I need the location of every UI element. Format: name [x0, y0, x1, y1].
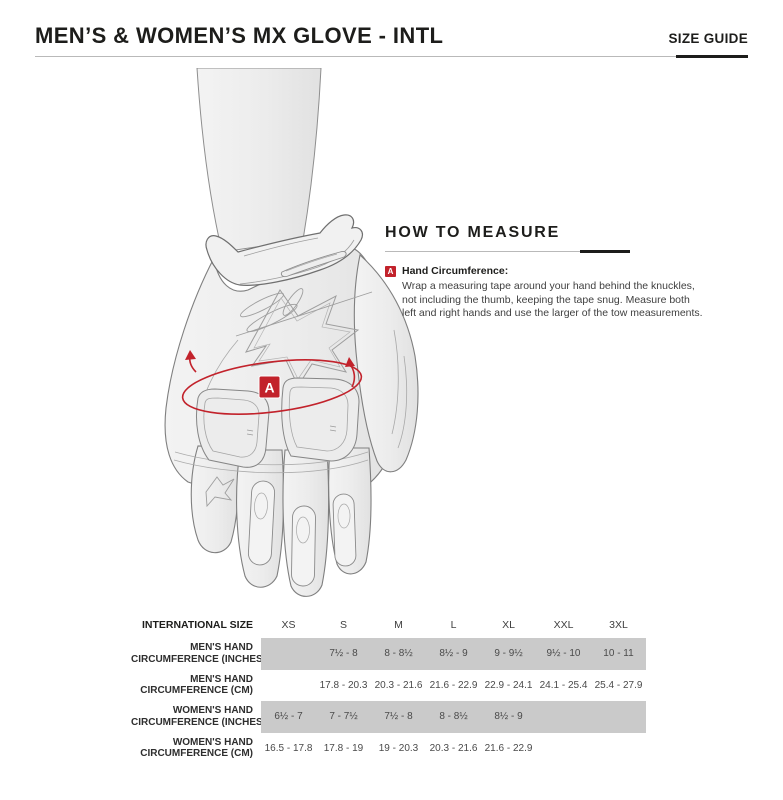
table-cell — [536, 701, 591, 733]
table-cell: 9½ - 10 — [546, 648, 581, 660]
table-cell — [261, 638, 316, 670]
table-cell: 25.4 - 27.9 — [594, 679, 643, 691]
table-cell: 24.1 - 25.4 — [539, 679, 588, 691]
row-values: 17.8 - 20.3 20.3 - 21.6 21.6 - 22.9 22.9… — [261, 670, 646, 702]
table-row-womens-inches: WOMEN'S HAND CIRCUMFERENCE (INCHES) 6½ -… — [131, 701, 647, 733]
size-col-m: M — [394, 619, 403, 631]
table-cell: 8 - 8½ — [384, 648, 413, 660]
how-to-measure-divider — [385, 250, 630, 253]
measure-marker-a: A — [385, 266, 396, 277]
size-guide-tab[interactable]: SIZE GUIDE — [668, 31, 748, 46]
table-row-mens-inches: MEN'S HAND CIRCUMFERENCE (INCHES) 7½ - 8… — [131, 638, 647, 670]
size-col-xxl: XXL — [553, 619, 574, 631]
knuckle-panels — [196, 377, 360, 468]
measure-text: Hand Circumference: Wrap a measuring tap… — [402, 265, 703, 321]
measure-item-title: Hand Circumference: — [402, 265, 509, 277]
table-cell: 17.8 - 19 — [323, 742, 364, 754]
table-cell: 8½ - 9 — [494, 711, 523, 723]
row-values: 7½ - 8 8 - 8½ 8½ - 9 9 - 9½ 9½ - 10 10 -… — [261, 638, 646, 670]
table-cell: 21.6 - 22.9 — [484, 742, 533, 754]
table-cell: 7½ - 8 — [329, 648, 358, 660]
table-cell: 6½ - 7 — [274, 711, 303, 723]
glove-svg: A — [164, 67, 419, 597]
size-col-xl: XL — [502, 619, 515, 631]
how-to-divider-accent — [580, 250, 630, 253]
page-title: MEN’S & WOMEN’S MX GLOVE - INTL — [35, 23, 444, 48]
table-row-womens-cm: WOMEN'S HAND CIRCUMFERENCE (CM) 16.5 - 1… — [131, 733, 647, 765]
size-col-l: L — [450, 619, 457, 631]
size-table: INTERNATIONAL SIZE XS S M L XL XXL 3XL M… — [131, 612, 647, 764]
measure-item: A Hand Circumference: Wrap a measuring t… — [385, 265, 720, 321]
header-divider — [35, 55, 748, 58]
row-values: 16.5 - 17.8 17.8 - 19 19 - 20.3 20.3 - 2… — [261, 733, 646, 765]
table-header-row: INTERNATIONAL SIZE XS S M L XL XXL 3XL — [131, 612, 647, 638]
size-col-s: S — [339, 619, 347, 631]
size-col-3xl: 3XL — [609, 619, 628, 631]
table-row-mens-cm: MEN'S HAND CIRCUMFERENCE (CM) 17.8 - 20.… — [131, 670, 647, 702]
table-cell — [261, 670, 316, 702]
how-to-measure-section: HOW TO MEASURE A Hand Circumference: Wra… — [385, 224, 720, 321]
measure-arrow-left — [185, 350, 196, 360]
size-col-xs: XS — [281, 619, 296, 631]
row-label: MEN'S HAND CIRCUMFERENCE (INCHES) — [131, 642, 266, 665]
marker-a-badge: A — [258, 375, 281, 399]
measure-line: left and right hands and use the larger … — [402, 307, 703, 319]
table-cell: 17.8 - 20.3 — [319, 679, 368, 691]
how-to-measure-title: HOW TO MEASURE — [385, 224, 561, 241]
table-header-sizes: XS S M L XL XXL 3XL — [261, 612, 646, 638]
glove-arm — [196, 67, 322, 253]
measure-arrow-right — [345, 357, 355, 367]
row-values: 6½ - 7 7 - 7½ 7½ - 8 8 - 8½ 8½ - 9 — [261, 701, 646, 733]
row-label: WOMEN'S HAND CIRCUMFERENCE (INCHES) — [131, 705, 266, 728]
table-header-international-size: INTERNATIONAL SIZE — [141, 619, 253, 631]
table-cell: 7 - 7½ — [329, 711, 358, 723]
glove-cuff — [205, 214, 364, 286]
header-divider-accent — [676, 55, 748, 58]
astar-logo — [235, 288, 373, 388]
table-cell: 20.3 - 21.6 — [374, 679, 423, 691]
table-cell: 9 - 9½ — [494, 648, 523, 660]
table-cell: 20.3 - 21.6 — [429, 742, 478, 754]
measure-line: not including the thumb, keeping the tap… — [402, 293, 690, 306]
table-cell: 21.6 - 22.9 — [429, 679, 478, 691]
table-cell: 19 - 20.3 — [378, 742, 419, 754]
glove-thumb — [353, 253, 419, 473]
measure-line: Wrap a measuring tape around your hand b… — [402, 280, 695, 292]
table-cell — [536, 733, 591, 765]
glove-illustration: A — [140, 67, 450, 630]
row-label: WOMEN'S HAND CIRCUMFERENCE (CM) — [140, 736, 253, 760]
table-cell: 8 - 8½ — [439, 711, 468, 723]
table-cell — [591, 733, 646, 765]
table-cell: 22.9 - 24.1 — [484, 679, 533, 691]
row-label: MEN'S HAND CIRCUMFERENCE (CM) — [140, 673, 253, 697]
table-cell — [591, 701, 646, 733]
table-cell: 8½ - 9 — [439, 648, 468, 660]
finger-guards — [205, 476, 357, 587]
table-cell: 16.5 - 17.8 — [264, 742, 313, 754]
table-cell: 7½ - 8 — [384, 711, 413, 723]
measure-ellipse — [181, 350, 363, 415]
marker-a-letter: A — [264, 380, 274, 396]
table-cell: 10 - 11 — [603, 648, 634, 660]
